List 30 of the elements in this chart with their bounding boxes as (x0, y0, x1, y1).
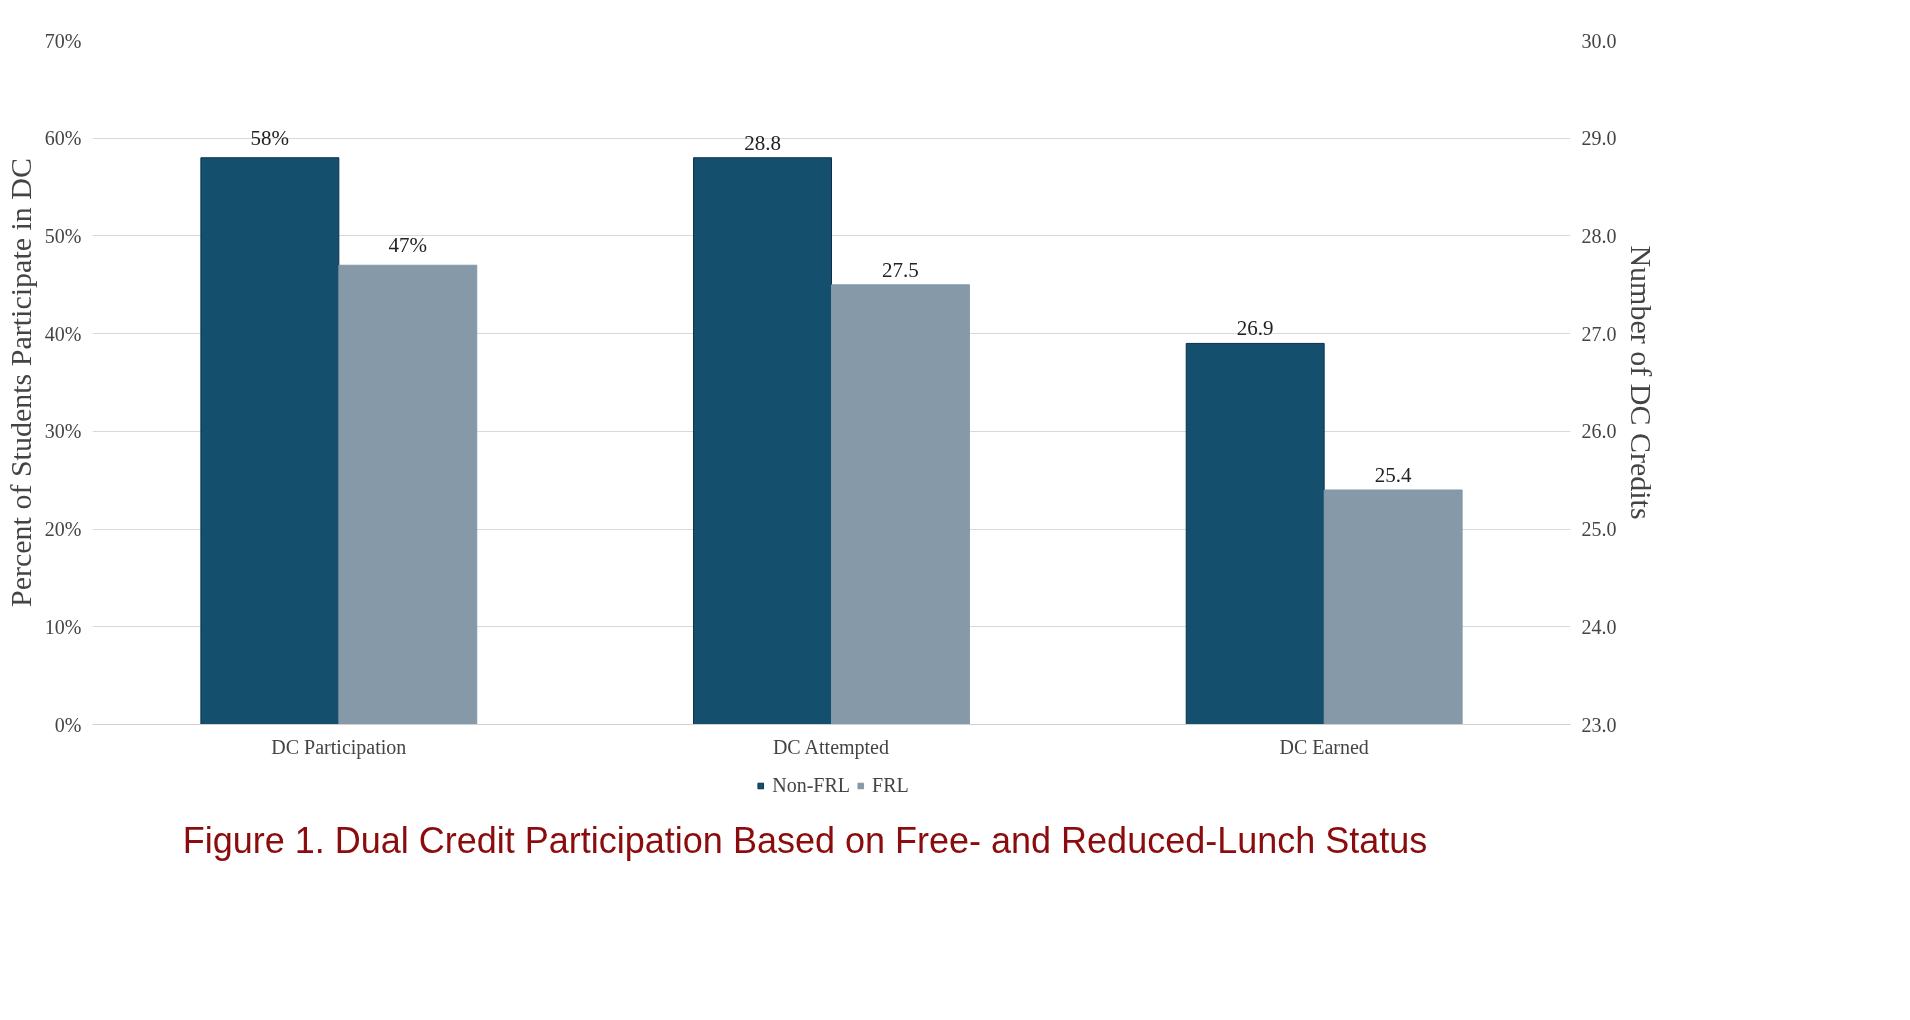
y2-tick-label: 29.0 (1581, 127, 1617, 150)
x-tick-label: DC Earned (1279, 735, 1369, 758)
legend-label: Non-FRL (772, 773, 851, 797)
y2-tick-label: 26.0 (1581, 420, 1617, 443)
y-tick-label: 60% (44, 127, 82, 150)
text: Figure 1. Dual Credit Participation Based on Free- and Reduced-Lunch Status (182, 819, 1428, 863)
legend-label: FRL (872, 773, 909, 797)
y-tick-label: 40% (44, 322, 82, 345)
y-tick-label: 30% (44, 420, 82, 443)
data-label: 27.5 (882, 257, 919, 282)
y2-tick-label: 25.0 (1581, 518, 1617, 541)
data-label: 47% (388, 233, 428, 258)
y2-axis-title: Number of DC Credits (1624, 245, 1658, 520)
y2-tick-label: 27.0 (1581, 322, 1617, 345)
y-tick-label: 10% (44, 615, 82, 638)
x-tick-label: DC Attempted (772, 735, 890, 759)
data-label: 28.8 (744, 130, 781, 155)
y-tick-label: 50% (44, 224, 82, 247)
y-tick-label: 0% (54, 713, 82, 736)
data-label: 58% (250, 125, 290, 150)
y-tick-label: 70% (44, 29, 82, 52)
y2-tick-label: 30.0 (1581, 29, 1617, 52)
y-tick-label: 20% (44, 518, 82, 541)
data-label: 25.4 (1374, 462, 1413, 487)
y2-tick-label: 23.0 (1581, 713, 1617, 736)
y-axis-title: Percent of Students Participate in DC (3, 157, 37, 608)
y2-tick-label: 24.0 (1581, 615, 1617, 638)
y2-tick-label: 28.0 (1581, 224, 1617, 247)
data-label: 26.9 (1236, 316, 1274, 341)
x-tick-label: DC Participation (271, 735, 407, 759)
